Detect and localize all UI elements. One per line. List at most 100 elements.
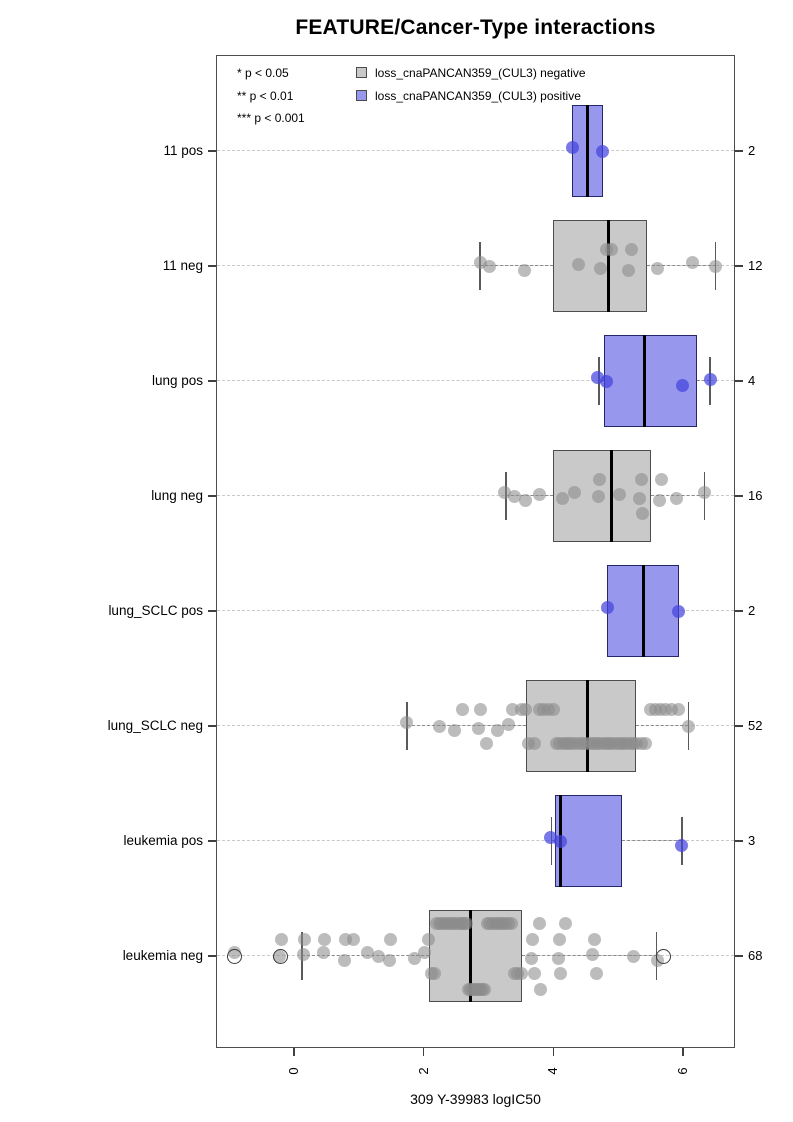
data-point <box>633 491 647 505</box>
data-point <box>686 255 700 269</box>
data-point <box>546 702 560 716</box>
row-gridline <box>217 495 734 497</box>
y-tick <box>208 380 216 382</box>
x-tick <box>422 1048 425 1056</box>
median-line <box>610 450 614 542</box>
data-point <box>621 263 635 277</box>
data-point <box>670 491 684 505</box>
data-point <box>338 953 352 967</box>
data-point <box>589 966 603 980</box>
row-gridline <box>217 840 734 842</box>
whisker-line <box>622 840 682 842</box>
data-point <box>534 982 547 996</box>
y-tick <box>208 610 216 612</box>
data-point <box>591 489 605 503</box>
data-point <box>297 932 311 946</box>
x-tick-label: 4 <box>545 1067 561 1075</box>
row-gridline <box>217 380 734 382</box>
count-tick <box>735 265 743 267</box>
data-point <box>471 721 485 735</box>
count-label: 2 <box>748 143 756 158</box>
count-tick <box>735 955 743 957</box>
data-point <box>613 487 627 501</box>
data-point <box>384 932 398 946</box>
count-tick <box>735 495 743 497</box>
data-point <box>605 242 619 256</box>
row-gridline <box>217 610 734 612</box>
negative-swatch-icon <box>356 67 367 78</box>
data-point <box>554 966 568 980</box>
data-point <box>483 259 497 273</box>
whisker-line <box>646 265 716 267</box>
x-axis-label: 309 Y-39983 logIC50 <box>410 1091 541 1107</box>
count-tick <box>735 725 743 727</box>
data-point <box>554 834 568 848</box>
data-point <box>593 472 607 486</box>
data-point <box>382 953 396 967</box>
x-tick-label: 0 <box>286 1067 301 1075</box>
data-point <box>634 472 648 486</box>
data-point <box>571 257 585 271</box>
x-tick-label: 6 <box>675 1067 691 1075</box>
whisker-line <box>480 265 553 267</box>
data-point <box>532 487 546 501</box>
data-point <box>556 491 570 505</box>
y-tick <box>208 265 216 267</box>
data-point <box>551 951 565 965</box>
data-point <box>478 982 492 996</box>
data-point <box>594 261 608 275</box>
data-point <box>709 259 723 273</box>
median-line <box>607 220 611 312</box>
y-tick <box>208 150 216 152</box>
data-point <box>671 702 685 716</box>
data-point <box>490 723 504 737</box>
data-point <box>675 838 689 852</box>
outlier-point <box>272 948 288 964</box>
data-point <box>527 966 541 980</box>
data-point <box>514 966 528 980</box>
row-label: leukemia neg <box>122 948 203 963</box>
data-point <box>474 702 488 716</box>
row-label: lung_SCLC neg <box>107 718 203 733</box>
data-point <box>400 715 414 729</box>
data-point <box>651 261 665 275</box>
data-point <box>501 717 515 731</box>
data-point <box>595 144 609 158</box>
whisker-line <box>406 725 526 727</box>
row-gridline <box>217 150 734 152</box>
row-label: lung pos <box>151 373 203 388</box>
data-point <box>361 945 375 959</box>
data-point <box>600 374 614 388</box>
data-point <box>296 947 310 961</box>
data-point <box>504 916 518 930</box>
data-point <box>422 932 436 946</box>
whisker-line <box>696 380 710 382</box>
data-point <box>532 916 546 930</box>
pvalue-note-2: ** p < 0.01 <box>237 89 294 103</box>
data-point <box>587 932 601 946</box>
data-point <box>316 945 330 959</box>
data-point <box>417 945 431 959</box>
data-point <box>703 372 717 386</box>
data-point <box>566 140 580 154</box>
data-point <box>654 472 668 486</box>
data-point <box>497 485 511 499</box>
data-point <box>626 949 640 963</box>
data-point <box>585 947 599 961</box>
median-line <box>641 565 645 657</box>
row-label: lung neg <box>151 488 203 503</box>
x-tick <box>293 1048 295 1056</box>
x-tick-label: 2 <box>415 1067 431 1075</box>
count-label: 4 <box>748 373 756 388</box>
data-point <box>639 736 653 750</box>
count-label: 52 <box>748 718 763 733</box>
data-point <box>635 506 649 520</box>
data-point <box>317 932 331 946</box>
data-point <box>448 723 462 737</box>
count-tick <box>735 380 743 382</box>
boxplot-box <box>525 680 636 772</box>
count-tick <box>735 150 743 152</box>
data-point <box>601 600 615 614</box>
data-point <box>524 951 538 965</box>
